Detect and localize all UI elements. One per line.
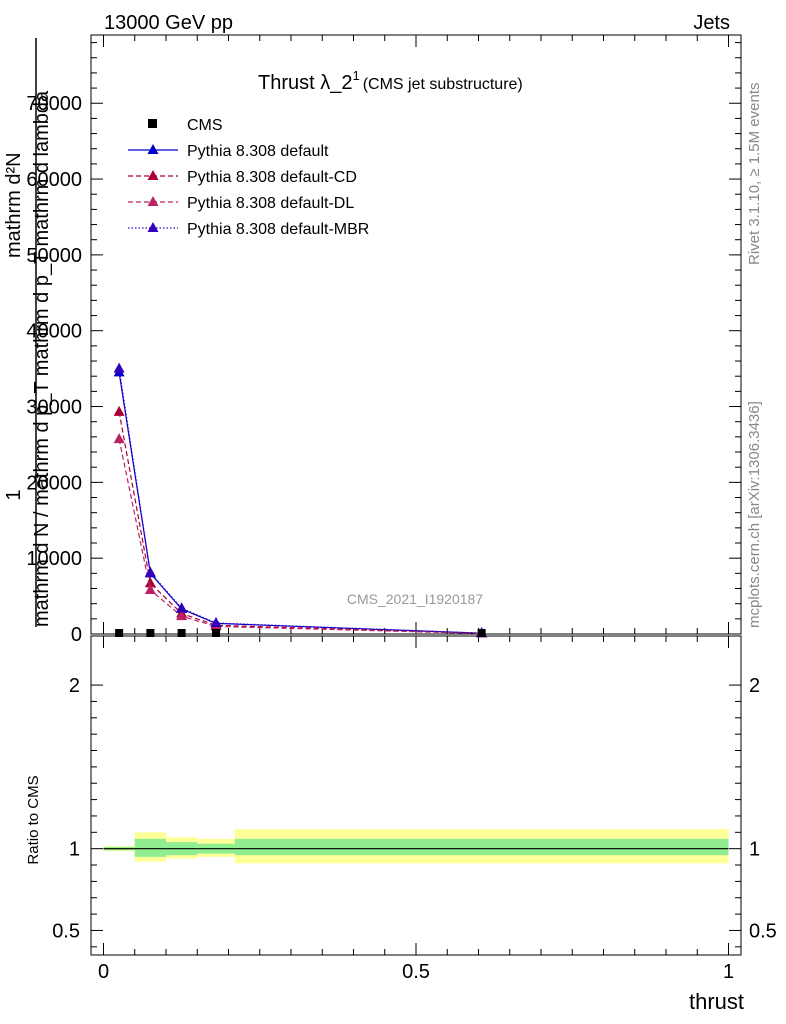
legend-marker-0 bbox=[148, 119, 157, 128]
series-point-3 bbox=[144, 584, 156, 595]
series-point-4 bbox=[113, 362, 125, 373]
ratio-frame bbox=[90, 635, 742, 956]
title-main: Thrust λ_2 bbox=[258, 72, 352, 94]
ratio-y-tick-label-right: 2 bbox=[749, 675, 760, 697]
ylabel-lead: 1 bbox=[3, 489, 25, 500]
y-tick-label: 50000 bbox=[26, 245, 82, 267]
y-tick-label: 0 bbox=[71, 624, 82, 646]
header-right: Jets bbox=[693, 12, 730, 34]
chart-title: Thrust λ_21 (CMS jet substructure) bbox=[258, 68, 523, 94]
legend-label-2: Pythia 8.308 default-CD bbox=[187, 169, 357, 186]
legend-marker-1 bbox=[147, 144, 159, 154]
analysis-watermark: CMS_2021_I1920187 bbox=[347, 591, 483, 607]
legend-marker-3 bbox=[147, 196, 159, 206]
rivet-label: Rivet 3.1.10, ≥ 1.5M events bbox=[746, 83, 763, 266]
title-subtitle: (CMS jet substructure) bbox=[363, 76, 523, 93]
mcplots-label: mcplots.cern.ch [arXiv:1306.3436] bbox=[746, 401, 763, 628]
ratio-band-inner-1 bbox=[134, 838, 166, 857]
ratio-y-tick-label-right: 1 bbox=[749, 839, 760, 861]
y-tick-label: 30000 bbox=[26, 397, 82, 419]
series-point-4 bbox=[144, 566, 156, 577]
ylabel-denominator: mathrm d N / mathrm d p_T mathrm d p_T m… bbox=[31, 90, 53, 627]
series-line-4 bbox=[118, 368, 482, 634]
header-left: 13000 GeV pp bbox=[104, 12, 233, 34]
series-point-2 bbox=[144, 577, 156, 588]
series-point-3 bbox=[176, 610, 188, 621]
ratio-y-tick-label: 0.5 bbox=[52, 920, 80, 942]
legend: CMS Pythia 8.308 default Pythia 8.308 defa… bbox=[128, 117, 369, 238]
plot-layer: 0 0.5 1 0 10000 20000 30000 40000 50000 60000 7000… bbox=[26, 34, 777, 983]
series-point-2 bbox=[113, 405, 125, 416]
xlabel: thrust bbox=[689, 989, 744, 1014]
cms-data-point bbox=[477, 629, 486, 637]
y-tick-label: 40000 bbox=[26, 321, 82, 343]
title-sup: 1 bbox=[352, 68, 359, 83]
y-tick-label: 70000 bbox=[26, 93, 82, 115]
cms-data-point bbox=[212, 629, 220, 637]
y-tick-label: 10000 bbox=[26, 548, 82, 570]
legend-label-1: Pythia 8.308 default bbox=[187, 143, 329, 160]
series-point-3 bbox=[113, 433, 125, 444]
x-tick-label: 1 bbox=[723, 961, 734, 983]
cms-data-point bbox=[177, 629, 186, 637]
x-tick-label: 0 bbox=[98, 961, 109, 983]
ratio-y-tick-label: 1 bbox=[69, 839, 80, 861]
legend-marker-4 bbox=[147, 222, 159, 232]
legend-label-0: CMS bbox=[187, 117, 223, 134]
series-point-4 bbox=[176, 602, 188, 613]
cms-data-point bbox=[115, 629, 124, 637]
legend-label-4: Pythia 8.308 default-MBR bbox=[187, 221, 369, 238]
legend-marker-2 bbox=[147, 170, 159, 180]
series-point-4 bbox=[210, 617, 222, 628]
y-tick-label: 60000 bbox=[26, 169, 82, 191]
ratio-y-tick-label: 2 bbox=[69, 675, 80, 697]
ratio-band-inner-4 bbox=[234, 838, 729, 856]
ratio-ylabel: Ratio to CMS bbox=[25, 775, 42, 864]
y-tick-label: 20000 bbox=[26, 472, 82, 494]
ylabel-numerator: mathrm d²N bbox=[3, 152, 25, 258]
x-tick-label: 0.5 bbox=[402, 961, 430, 983]
legend-label-3: Pythia 8.308 default-DL bbox=[187, 195, 354, 212]
cms-data-point bbox=[146, 629, 155, 637]
ratio-y-tick-label-right: 0.5 bbox=[749, 920, 777, 942]
